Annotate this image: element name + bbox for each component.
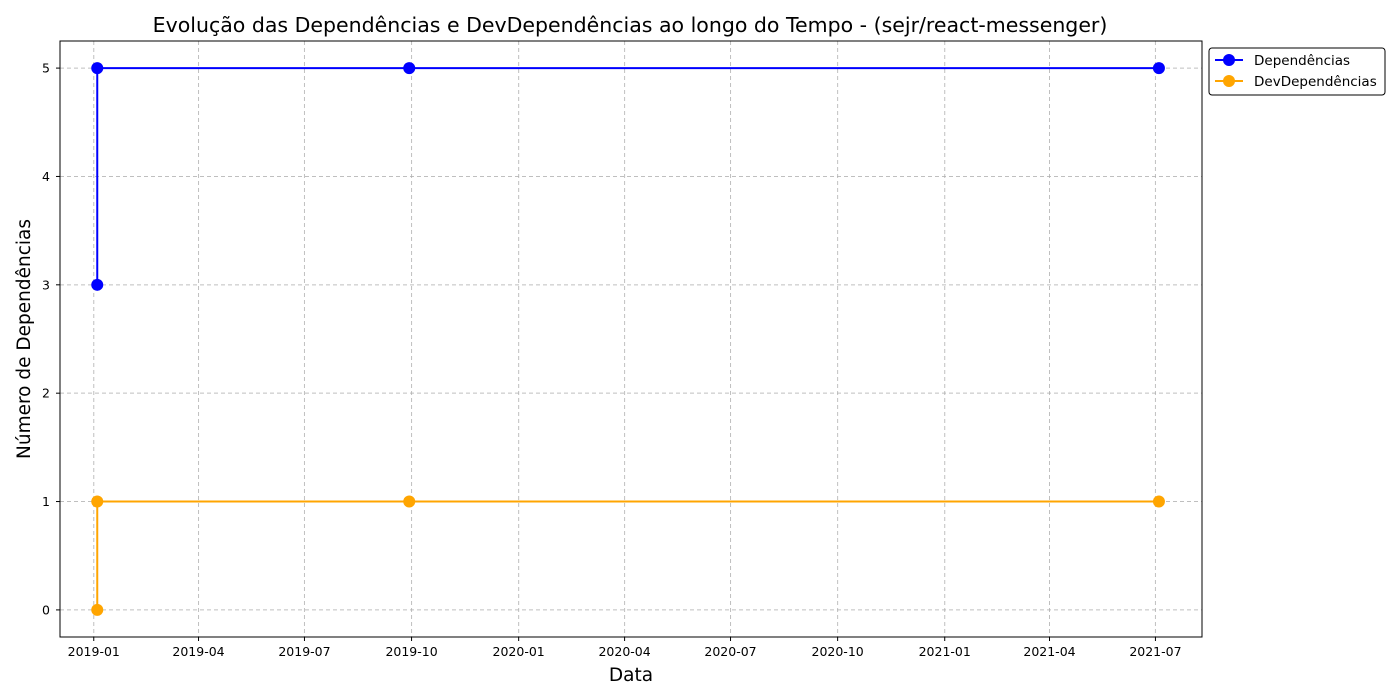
x-tick-label: 2020-04 [598, 644, 650, 659]
data-point [403, 62, 416, 75]
y-tick-label: 5 [42, 61, 50, 76]
y-axis-title: Número de Dependências [14, 219, 35, 459]
legend-box [1208, 47, 1386, 96]
x-tick-label: 2020-01 [493, 644, 545, 659]
x-tick-label: 2019-07 [278, 644, 330, 659]
x-tick-label: 2021-01 [919, 644, 971, 659]
x-tick-label: 2021-04 [1023, 644, 1075, 659]
data-series [91, 62, 1165, 616]
legend-swatch-marker [1223, 75, 1235, 87]
axes: 2019-01 2019-04 2019-07 2019-10 2020-01 2020-… [42, 61, 1182, 659]
plot-area [59, 40, 1203, 638]
legend-swatch-marker [1223, 54, 1235, 66]
series-line [96, 500, 1159, 610]
data-point [91, 62, 104, 75]
data-point [91, 603, 104, 616]
legend-label: DevDependências [1254, 74, 1377, 90]
y-tick-label: 0 [42, 602, 50, 617]
y-tick-label: 3 [42, 277, 50, 292]
data-point [91, 278, 104, 291]
x-tick-label: 2019-04 [172, 644, 224, 659]
data-point [1152, 495, 1165, 508]
y-tick-label: 1 [42, 494, 50, 509]
x-tick-label: 2020-10 [812, 644, 864, 659]
data-point [1152, 62, 1165, 75]
x-axis-title: Data [609, 665, 653, 686]
x-tick-label: 2019-10 [385, 644, 437, 659]
y-tick-label: 4 [42, 169, 50, 184]
grid-lines [60, 41, 1202, 637]
series-0 [91, 62, 1165, 291]
x-tick-label: 2019-01 [68, 644, 120, 659]
series-line [96, 67, 1159, 285]
y-tick-label: 2 [42, 386, 50, 401]
series-1 [91, 495, 1165, 616]
x-tick-label: 2021-07 [1129, 644, 1181, 659]
legend: Dependências DevDependências [1208, 47, 1386, 96]
chart-title: Evolução das Dependências e DevDependênc… [153, 13, 1108, 37]
x-tick-label: 2020-07 [704, 644, 756, 659]
data-point [91, 495, 104, 508]
legend-label: Dependências [1254, 53, 1350, 69]
data-point [403, 495, 416, 508]
